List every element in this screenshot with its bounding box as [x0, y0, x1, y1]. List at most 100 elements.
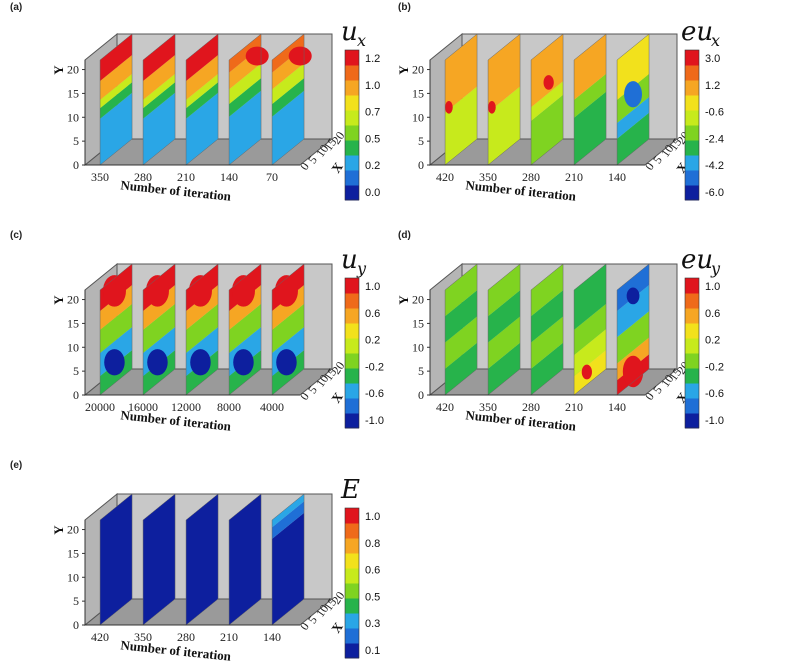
x-tick-label: 70 [266, 170, 278, 184]
colorbar-swatch [345, 140, 359, 156]
colorbar-swatch [345, 338, 359, 354]
slice-frame [444, 263, 478, 396]
x-tick-label: 20000 [85, 400, 115, 414]
colorbar-swatch [345, 155, 359, 171]
contour-blob [288, 46, 312, 66]
slice-frame [99, 493, 133, 626]
x-tick-label: 210 [565, 400, 583, 414]
colorbar-frame [344, 277, 360, 429]
y-tick-label: 10 [67, 110, 79, 124]
contour-band [100, 55, 133, 100]
y-tick-label: 20 [67, 523, 79, 537]
contour-band [445, 342, 478, 395]
colorbar-swatch [685, 338, 699, 354]
slice-frame [530, 33, 564, 166]
x-tick-label: 280 [522, 170, 540, 184]
slice-1 [142, 493, 176, 626]
slice-frame [228, 263, 262, 396]
y-tick-label: 0 [418, 158, 424, 172]
colorbar-tick: -1.0 [705, 415, 724, 427]
colorbar-tick: 0.5 [365, 591, 380, 603]
slice-frame [444, 33, 478, 166]
contour-blob [245, 46, 269, 66]
colorbar-tick: -6.0 [705, 187, 724, 199]
contour-band [488, 316, 521, 369]
contour-blob [543, 75, 554, 90]
panel-label: (c) [10, 230, 22, 241]
slice-frame [99, 33, 133, 166]
colorbar-tick: 0.5 [365, 133, 380, 145]
colorbar-swatch [345, 65, 359, 81]
panel-label: (b) [398, 2, 411, 13]
x-tick-label: 420 [436, 400, 454, 414]
slice-3 [573, 263, 607, 396]
colorbar-tick: 1.0 [365, 80, 380, 92]
colorbar-swatch [345, 170, 359, 186]
colorbar-swatch [685, 308, 699, 324]
colorbar-swatch [345, 553, 359, 569]
colorbar-swatch [685, 323, 699, 339]
contour-band [186, 92, 219, 165]
x-tick-label: 140 [263, 630, 281, 644]
y-tick-label: 0 [73, 158, 79, 172]
colorbar-swatch [685, 125, 699, 141]
y-tick-label: 15 [67, 546, 79, 560]
slice-frame [228, 493, 262, 626]
slice-2 [530, 33, 564, 166]
slice-frame [228, 33, 262, 166]
colorbar-swatch [685, 383, 699, 399]
y-tick-label: 5 [418, 134, 424, 148]
colorbar: 1.0 0.6 0.2 -0.2 -0.6 -1.0 u y [341, 245, 384, 429]
colorbar-tick: -1.0 [365, 415, 384, 427]
colorbar: 1.2 1.0 0.7 0.5 0.2 0.0 u x [341, 17, 380, 201]
colorbar-tick: 0.2 [365, 160, 380, 172]
contour-band [272, 78, 305, 117]
contour-blob [102, 275, 126, 307]
contour-band [272, 90, 305, 165]
y-tick-label: 15 [412, 316, 424, 330]
colorbar-frame [684, 277, 700, 429]
x-tick-label: 8000 [217, 400, 241, 414]
colorbar-title: u [341, 245, 358, 275]
contour-band [574, 264, 607, 330]
colorbar-swatch [345, 598, 359, 614]
contour-band [531, 81, 564, 121]
colorbar-tick: 0.2 [705, 335, 720, 347]
colorbar-swatch [345, 383, 359, 399]
contour-band [229, 303, 262, 353]
contour-blob [188, 275, 212, 307]
x-tick-label: 210 [177, 170, 195, 184]
contour-band [143, 73, 176, 109]
x-tick-label: 140 [608, 170, 626, 184]
contour-blob [231, 275, 255, 307]
contour-band [186, 55, 219, 100]
slice-3 [228, 33, 269, 166]
contour-band [100, 303, 133, 353]
contour-band [488, 342, 521, 395]
x-tick-label: 140 [608, 400, 626, 414]
colorbar-tick: 0.1 [365, 645, 380, 657]
contour-band [531, 342, 564, 395]
colorbar-swatch [685, 80, 699, 96]
contour-band [445, 264, 478, 317]
contour-band [186, 73, 219, 109]
slice-0 [99, 493, 133, 626]
x-tick-label: 280 [134, 170, 152, 184]
y-tick-label: 20 [412, 293, 424, 307]
colorbar-tick: -2.4 [705, 133, 724, 145]
colorbar-tick: 1.0 [365, 511, 380, 523]
contour-blob [274, 275, 298, 307]
contour-blob [445, 100, 453, 114]
contour-band [617, 285, 650, 338]
contour-band [272, 303, 305, 353]
x-tick-label: 350 [134, 630, 152, 644]
slice-frame [271, 33, 305, 166]
slice-frame [142, 493, 176, 626]
contour-band [229, 90, 262, 165]
contour-blob [276, 349, 297, 376]
contour-band [272, 512, 305, 625]
x-tick-label: 350 [479, 170, 497, 184]
colorbar-swatch [685, 65, 699, 81]
colorbar-tick: 0.6 [365, 308, 380, 320]
colorbar-swatch [345, 583, 359, 599]
